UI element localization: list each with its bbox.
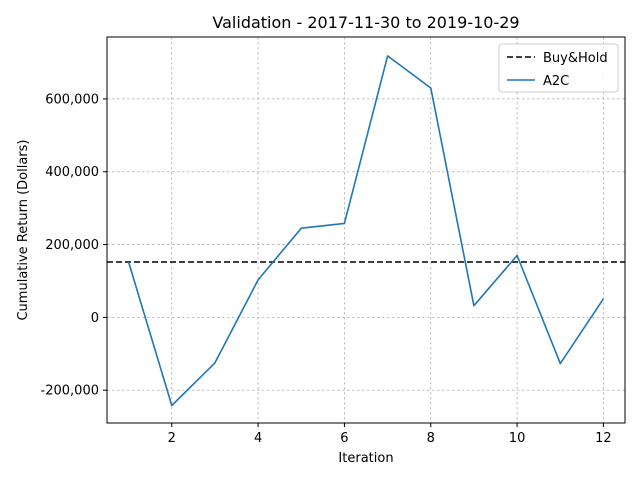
y-tick-label: 0 xyxy=(91,311,99,326)
y-tick-label: -200,000 xyxy=(41,384,99,399)
x-axis-label: Iteration xyxy=(338,451,393,466)
y-axis: -200,000 0 200,000 400,000 600,000 xyxy=(41,92,107,399)
chart-title: Validation - 2017-11-30 to 2019-10-29 xyxy=(212,13,519,32)
x-tick-label: 10 xyxy=(509,431,526,446)
x-axis: 2 4 6 8 10 12 xyxy=(168,423,612,446)
x-tick-label: 8 xyxy=(427,431,435,446)
x-tick-label: 12 xyxy=(595,431,612,446)
y-tick-label: 600,000 xyxy=(45,92,99,107)
plot-frame xyxy=(106,36,626,424)
x-tick-label: 2 xyxy=(168,431,176,446)
legend-entry-label: Buy&Hold xyxy=(543,51,608,66)
grid-lines xyxy=(107,37,625,423)
x-tick-label: 4 xyxy=(254,431,262,446)
y-axis-label: Cumulative Return (Dollars) xyxy=(16,139,31,320)
series-line-a2c xyxy=(127,55,605,407)
legend-entry-label: A2C xyxy=(543,74,569,89)
y-tick-label: 400,000 xyxy=(45,165,99,180)
legend: Buy&Hold A2C xyxy=(498,43,619,93)
y-tick-label: 200,000 xyxy=(45,238,99,253)
series-layer xyxy=(107,55,625,407)
x-tick-label: 6 xyxy=(340,431,348,446)
